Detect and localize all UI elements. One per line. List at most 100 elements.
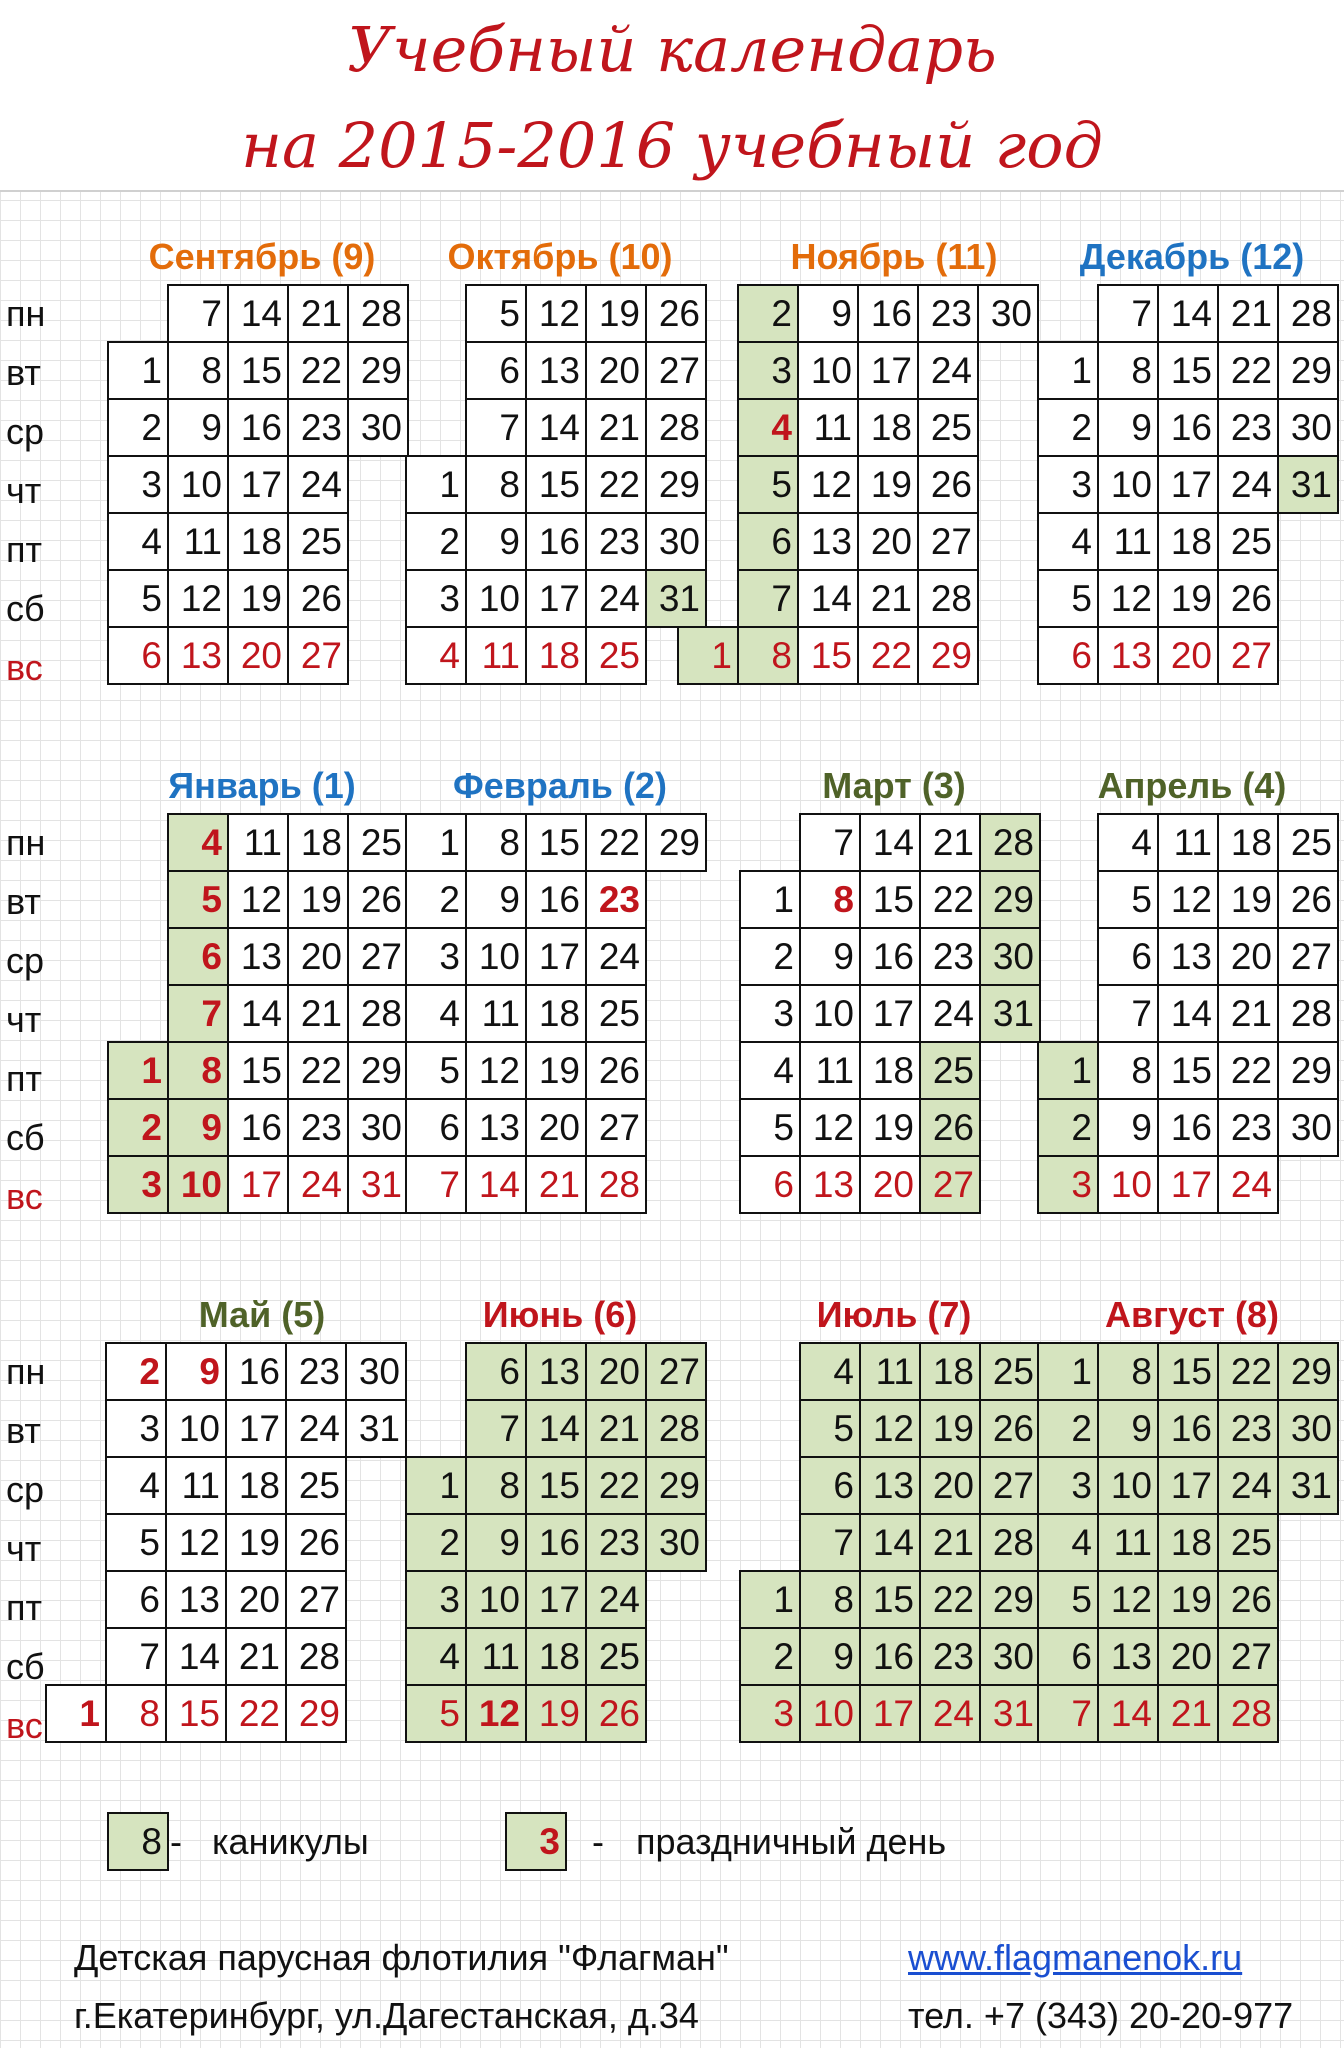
calendar-day: 20 [585, 341, 647, 400]
calendar-day: 8 [167, 341, 229, 400]
calendar-day: 15 [797, 626, 859, 685]
calendar-day: 23 [1217, 1098, 1279, 1157]
calendar-day: 3 [739, 984, 801, 1043]
calendar-day: 18 [287, 813, 349, 872]
calendar-day: 10 [167, 455, 229, 514]
calendar-day: 8 [167, 1041, 229, 1100]
calendar-day: 16 [227, 1098, 289, 1157]
month-title: Август (8) [1105, 1294, 1279, 1335]
calendar-day: 20 [859, 1155, 921, 1214]
calendar-day: 28 [1277, 284, 1339, 343]
calendar-day: 10 [797, 341, 859, 400]
calendar-day: 30 [345, 1342, 407, 1401]
calendar-day: 2 [405, 512, 467, 571]
weekday-label: ср [6, 940, 45, 981]
calendar-day: 23 [287, 398, 349, 457]
calendar-day: 6 [737, 512, 799, 571]
calendar-day: 25 [285, 1456, 347, 1515]
calendar-day: 28 [979, 813, 1041, 872]
calendar-day: 7 [465, 398, 527, 457]
calendar-day: 4 [167, 813, 229, 872]
calendar-day: 6 [105, 1570, 167, 1629]
month-title: Июнь (6) [482, 1294, 638, 1335]
calendar-day: 13 [525, 341, 587, 400]
calendar-day: 16 [525, 1513, 587, 1572]
calendar-day: 30 [1277, 1399, 1339, 1458]
calendar-day: 26 [585, 1041, 647, 1100]
calendar-day: 8 [465, 1456, 527, 1515]
calendar-day: 21 [287, 284, 349, 343]
calendar-day: 8 [1097, 341, 1159, 400]
calendar-day: 24 [585, 569, 647, 628]
calendar-day: 13 [1157, 927, 1219, 986]
calendar-day: 12 [465, 1684, 527, 1743]
month-title: Январь (1) [168, 765, 356, 806]
calendar-day: 27 [645, 1342, 707, 1401]
calendar-day: 15 [859, 1570, 921, 1629]
calendar-day: 5 [167, 870, 229, 929]
calendar-day: 7 [737, 569, 799, 628]
org-name: Детская парусная флотилия "Флагман" [74, 1937, 729, 1978]
calendar-day: 21 [287, 984, 349, 1043]
legend-holiday-label: праздничный день [636, 1821, 947, 1862]
calendar-day: 5 [465, 284, 527, 343]
calendar-day: 27 [919, 1155, 981, 1214]
calendar-day: 18 [525, 984, 587, 1043]
calendar-day: 23 [585, 512, 647, 571]
calendar-day: 9 [1097, 398, 1159, 457]
calendar-day: 15 [227, 1041, 289, 1100]
calendar-day: 5 [737, 455, 799, 514]
phone-number: тел. +7 (343) 20-20-977 [908, 1995, 1294, 2036]
calendar-day: 17 [1157, 1155, 1219, 1214]
calendar-day: 14 [1157, 284, 1219, 343]
calendar-day: 25 [585, 626, 647, 685]
calendar-day: 31 [979, 1684, 1041, 1743]
calendar-day: 8 [105, 1684, 167, 1743]
calendar-day: 17 [1157, 455, 1219, 514]
calendar-day: 26 [919, 1098, 981, 1157]
calendar-day: 2 [405, 870, 467, 929]
calendar-day: 2 [739, 1627, 801, 1686]
calendar-day: 21 [525, 1155, 587, 1214]
calendar-day: 14 [465, 1155, 527, 1214]
calendar-day: 1 [1037, 1041, 1099, 1100]
calendar-day: 6 [1037, 626, 1099, 685]
calendar-day: 9 [465, 870, 527, 929]
calendar-day: 31 [347, 1155, 409, 1214]
calendar-day: 19 [227, 569, 289, 628]
calendar-day: 22 [919, 870, 981, 929]
calendar-day: 9 [167, 398, 229, 457]
calendar-day: 3 [1037, 1155, 1099, 1214]
calendar-day: 26 [585, 1684, 647, 1743]
calendar-day: 6 [405, 1098, 467, 1157]
calendar-day: 10 [167, 1155, 229, 1214]
calendar-day: 4 [107, 512, 169, 571]
calendar-day: 30 [977, 284, 1039, 343]
calendar-day: 26 [917, 455, 979, 514]
calendar-day: 10 [799, 984, 861, 1043]
calendar-day: 14 [227, 984, 289, 1043]
calendar-day: 29 [1277, 1342, 1339, 1401]
calendar-day: 20 [227, 626, 289, 685]
calendar-day: 14 [1097, 1684, 1159, 1743]
calendar-day: 14 [859, 1513, 921, 1572]
calendar-day: 13 [165, 1570, 227, 1629]
calendar-day: 15 [859, 870, 921, 929]
calendar-day: 14 [859, 813, 921, 872]
calendar-day: 26 [285, 1513, 347, 1572]
calendar-day: 30 [347, 1098, 409, 1157]
website-link[interactable]: www.flagmanenok.ru [908, 1937, 1243, 1978]
calendar-day: 3 [405, 1570, 467, 1629]
calendar-day: 4 [405, 984, 467, 1043]
calendar-day: 24 [585, 1570, 647, 1629]
calendar-day: 9 [799, 1627, 861, 1686]
calendar-day: 16 [525, 870, 587, 929]
calendar-day: 19 [225, 1513, 287, 1572]
calendar-day: 19 [287, 870, 349, 929]
calendar-day: 7 [167, 984, 229, 1043]
calendar-day: 30 [1277, 1098, 1339, 1157]
calendar-day: 14 [1157, 984, 1219, 1043]
calendar-day: 13 [1097, 1627, 1159, 1686]
calendar-day: 5 [739, 1098, 801, 1157]
calendar-day: 1 [677, 626, 739, 685]
